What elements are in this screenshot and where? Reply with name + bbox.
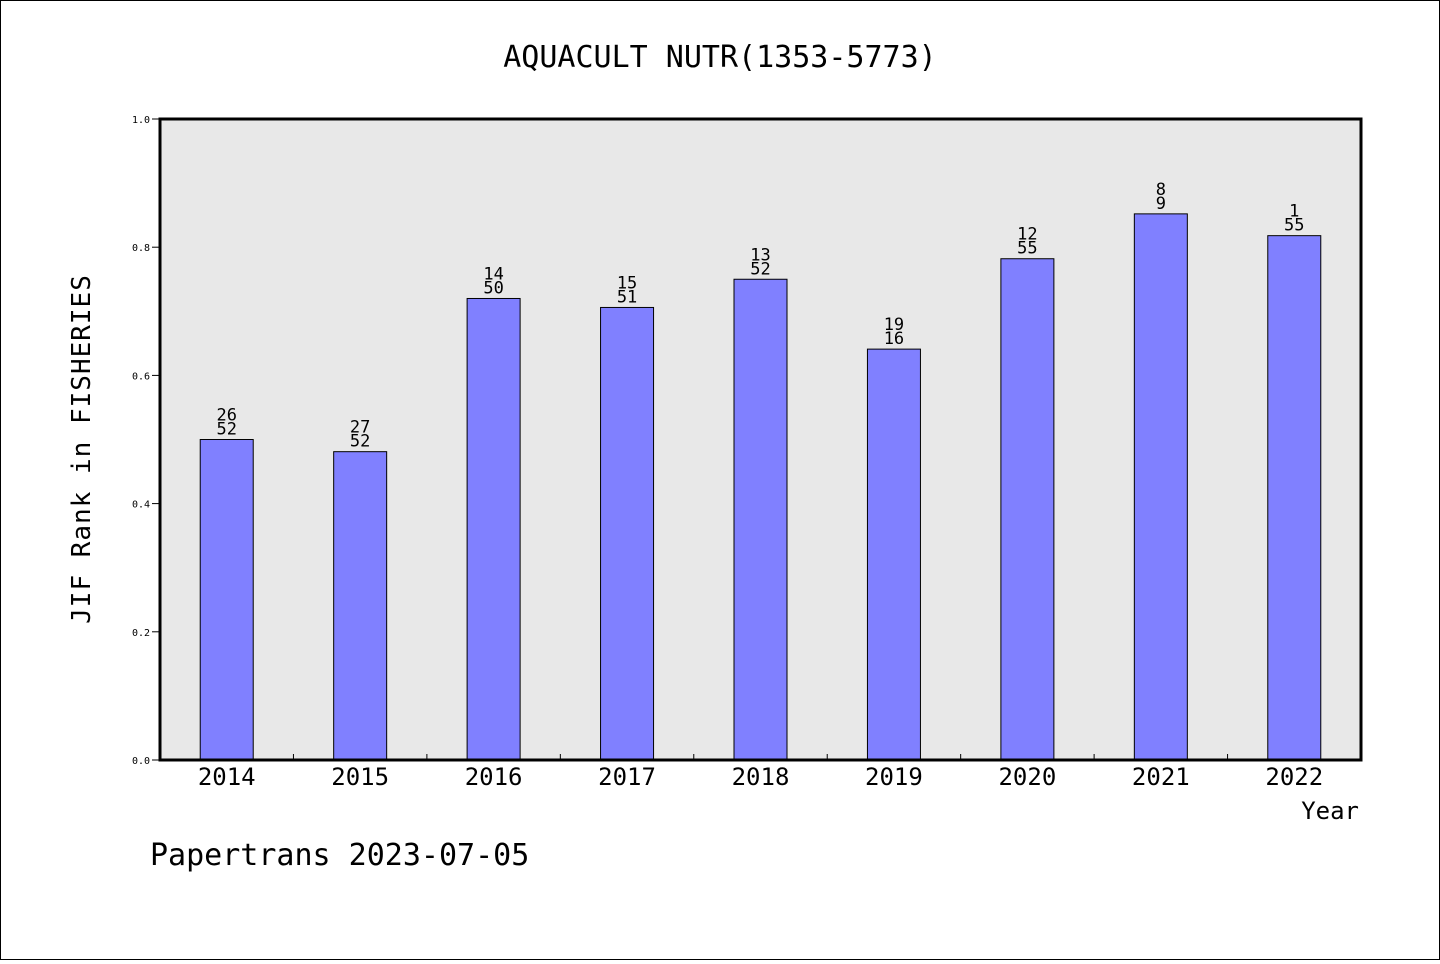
x-tick-label: 2016 bbox=[465, 763, 523, 791]
y-tick-label: 0.8 bbox=[132, 243, 150, 254]
y-axis-label: JIF Rank in FISHERIES bbox=[67, 274, 97, 624]
bar-label-rank: 15 bbox=[617, 273, 637, 293]
bar-label-total: 52 bbox=[216, 420, 236, 440]
x-tick-label: 2021 bbox=[1132, 763, 1190, 791]
x-tick-label: 2018 bbox=[732, 763, 790, 791]
bar-2021 bbox=[1133, 213, 1188, 761]
y-tick-label: 0.0 bbox=[132, 756, 150, 767]
x-tick-label: 2017 bbox=[598, 763, 656, 791]
x-axis-label: Year bbox=[1301, 797, 1359, 825]
bar-2015 bbox=[333, 451, 388, 761]
plot-border bbox=[158, 117, 1363, 762]
x-tick-label: 2019 bbox=[865, 763, 923, 791]
x-tick-label: 2020 bbox=[998, 763, 1056, 791]
bar-label-total: 55 bbox=[1017, 239, 1037, 259]
bar-label-total: 9 bbox=[1156, 194, 1166, 214]
bar-label-rank: 27 bbox=[350, 418, 370, 438]
y-tick-label: 0.2 bbox=[132, 628, 150, 639]
bar-label-total: 51 bbox=[617, 287, 637, 307]
bar-label-rank: 1 bbox=[1289, 202, 1299, 222]
bar-2016 bbox=[466, 297, 521, 761]
chart-title: AQUACULT NUTR(1353-5773) bbox=[503, 40, 936, 75]
bars bbox=[199, 213, 1322, 761]
bar-label-rank: 26 bbox=[216, 406, 236, 426]
bar-label-total: 50 bbox=[483, 278, 503, 298]
x-axis-ticks: 2014 2015 2016 2017 2018 2019 2020 2021 2022 bbox=[198, 754, 1323, 791]
bar-label-total: 52 bbox=[350, 432, 370, 452]
y-tick-label: 0.4 bbox=[132, 500, 150, 511]
y-tick-label: 1.0 bbox=[132, 115, 150, 126]
y-tick-label: 0.6 bbox=[132, 371, 150, 382]
x-tick-label: 2014 bbox=[198, 763, 256, 791]
y-axis-ticks: 0.0 0.2 0.4 0.6 0.8 1.0 bbox=[132, 115, 160, 767]
bar-2019 bbox=[866, 348, 921, 761]
x-tick-label: 2022 bbox=[1265, 763, 1323, 791]
bar-label-total: 16 bbox=[884, 329, 904, 349]
footer-credit: Papertrans 2023-07-05 bbox=[150, 838, 529, 873]
bar-label-rank: 14 bbox=[483, 264, 503, 284]
bar-label-total: 52 bbox=[750, 259, 770, 279]
bar-2020 bbox=[1000, 258, 1055, 761]
bar-2014 bbox=[199, 439, 254, 761]
bar-label-total: 55 bbox=[1284, 216, 1304, 236]
bar-label-rank: 12 bbox=[1017, 225, 1037, 245]
bar-label-rank: 8 bbox=[1156, 180, 1166, 200]
bar-label-rank: 13 bbox=[750, 245, 770, 265]
x-tick-label: 2015 bbox=[331, 763, 389, 791]
bar-2022 bbox=[1267, 235, 1322, 761]
bar-2018 bbox=[733, 278, 788, 761]
bar-2017 bbox=[600, 306, 655, 761]
bar-label-rank: 19 bbox=[884, 315, 904, 335]
